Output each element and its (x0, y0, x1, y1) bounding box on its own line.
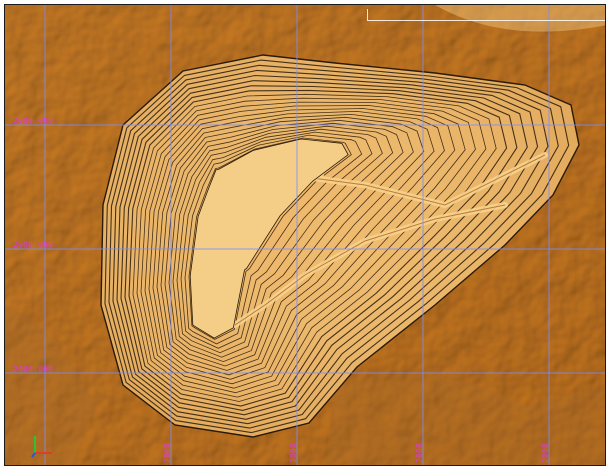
terrain-ridge (5, 305, 95, 465)
bench-contour (144, 105, 466, 389)
bench-contour (132, 93, 497, 402)
grid-label-x: 2000 (415, 442, 424, 463)
axis-triad-icon (31, 436, 52, 458)
info-overlay-frame (367, 9, 605, 21)
bench-contour (140, 101, 476, 394)
terrain-ridge (325, 373, 605, 465)
open-pit-model[interactable] (100, 54, 580, 438)
grid-label-y: 2000.000 (13, 365, 54, 374)
terrain-ridge (435, 5, 605, 32)
coordinate-grid (5, 5, 605, 465)
3d-viewport[interactable]: 2000.000 2000.000 2000.000 2000 2000 200… (4, 4, 606, 466)
bench-contour (188, 137, 352, 340)
bench-contour (176, 128, 383, 354)
pit-outline (100, 54, 580, 438)
bench-contour (156, 113, 435, 376)
haul-ramp-edge (234, 204, 506, 326)
bench-contour (152, 110, 445, 380)
bench-contour (120, 80, 528, 416)
terrain-scene[interactable] (5, 5, 606, 466)
grid-label-x: 2000 (541, 442, 550, 463)
pit-floor (189, 138, 349, 339)
grid-label-y: 2000.000 (13, 240, 54, 249)
grid-label-x: 2000 (289, 442, 298, 463)
bench-contour (168, 122, 404, 363)
haul-ramp-edge (304, 154, 546, 206)
grid-label-x: 2000 (163, 442, 172, 463)
bench-contour (104, 59, 570, 434)
bench-contour (180, 131, 373, 349)
bench-contour (116, 74, 539, 420)
grid-label-y: 2000.000 (13, 116, 54, 125)
bench-contour (128, 89, 508, 407)
